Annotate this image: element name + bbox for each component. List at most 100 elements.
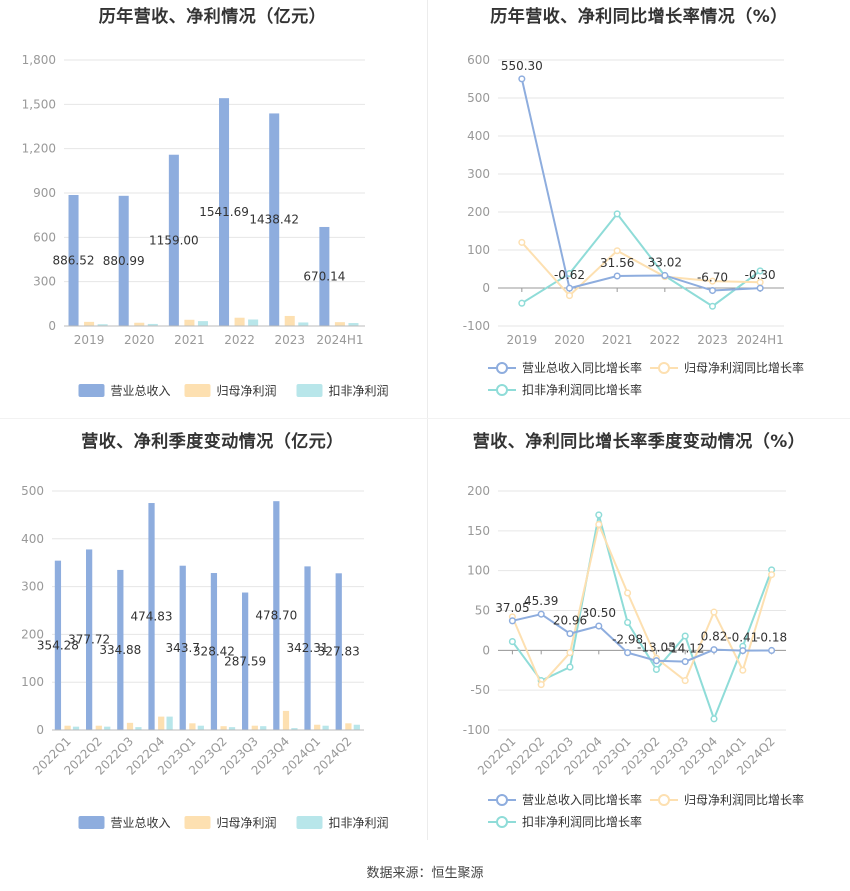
series-point-0 <box>518 75 526 83</box>
y-tick-label: 300 <box>21 580 44 594</box>
bar-1 <box>134 322 145 326</box>
series-point-0 <box>624 649 632 657</box>
series-point-1 <box>595 520 603 529</box>
legend-label: 营业总收入同比增长率 <box>522 792 642 807</box>
vertical-divider <box>427 0 428 840</box>
data-label: 342.31 <box>287 641 329 655</box>
y-tick-label: 0 <box>482 281 490 295</box>
series-point-2 <box>710 715 718 723</box>
legend-marker <box>496 816 508 828</box>
bar-0 <box>335 573 342 730</box>
legend-swatch <box>296 384 323 397</box>
bar-2 <box>260 726 267 730</box>
series-line-1 <box>521 241 761 298</box>
series-point-2 <box>708 302 717 310</box>
series-line-0 <box>512 613 772 663</box>
data-label: 478.70 <box>255 609 297 623</box>
series-point-0 <box>756 284 764 292</box>
data-label: 328.42 <box>193 645 235 659</box>
data-label: 20.96 <box>553 614 587 628</box>
horizontal-divider <box>0 418 850 419</box>
series-point-1 <box>537 681 545 689</box>
series-point-1 <box>739 666 747 674</box>
y-tick-label: -100 <box>463 723 490 737</box>
data-label: 474.83 <box>131 610 173 624</box>
legend-label: 营业总收入 <box>111 384 171 398</box>
legend-swatch <box>78 384 105 397</box>
series-point-0 <box>566 630 574 638</box>
data-label: 880.99 <box>103 254 145 268</box>
data-label: 30.50 <box>582 606 616 620</box>
legend-label: 归母净利润同比增长率 <box>684 360 804 375</box>
series-point-1 <box>708 277 717 285</box>
series-point-0 <box>595 622 603 630</box>
legend-swatch <box>78 816 105 829</box>
bar-2 <box>322 725 329 730</box>
series-point-1 <box>518 238 526 246</box>
bar-0 <box>304 566 311 730</box>
bar-2 <box>353 724 360 730</box>
series-point-2 <box>624 618 632 626</box>
quarterly-revenue-profit-panel: 营收、净利季度变动情况（亿元） 0 100 200 300 400 500 354.28 37… <box>0 425 425 845</box>
bar-0 <box>319 226 330 326</box>
series-point-0 <box>652 657 660 665</box>
bar-2 <box>197 321 208 326</box>
bar-1 <box>84 321 95 326</box>
data-label: -0.62 <box>554 268 585 282</box>
data-source: 数据来源：恒生聚源 <box>366 866 484 881</box>
x-tick-label: 2021 <box>174 333 205 347</box>
bar-1 <box>282 710 290 730</box>
data-label: -0.30 <box>745 268 776 282</box>
legend-marker <box>658 362 670 374</box>
bar-2 <box>97 324 108 326</box>
bar-1 <box>126 722 134 730</box>
data-label: -13.05 <box>637 641 676 655</box>
bar-2 <box>135 727 142 730</box>
bar-2 <box>348 323 359 326</box>
series-point-1 <box>768 571 776 579</box>
legend-label: 扣非净利润同比增长率 <box>522 814 642 829</box>
panel-title: 历年营收、净利情况（亿元） <box>98 7 327 27</box>
series-point-0 <box>708 286 717 295</box>
data-label: 0.82 <box>701 630 728 644</box>
legend-swatch <box>296 816 323 829</box>
legend-swatch <box>184 384 211 397</box>
bar-2 <box>197 725 204 730</box>
bar-2 <box>291 728 298 730</box>
y-tick-label: 500 <box>21 484 44 498</box>
y-tick-label: -100 <box>463 319 490 333</box>
series-point-1 <box>565 292 574 300</box>
series-point-2 <box>566 663 574 671</box>
legend-label: 扣非净利润 <box>329 384 389 398</box>
annual-revenue-profit-panel: 历年营收、净利情况（亿元） 0 300 600 900 1,200 1,500 1,800 8… <box>0 0 425 410</box>
bar-0 <box>118 195 129 326</box>
legend-marker <box>658 794 670 806</box>
data-label: 334.88 <box>99 643 141 657</box>
series-point-2 <box>508 638 516 646</box>
bar-1 <box>345 723 352 730</box>
bar-2 <box>72 726 80 730</box>
series-point-1 <box>624 589 632 597</box>
bar-0 <box>219 98 230 326</box>
x-tick-label: 2022 <box>224 333 255 347</box>
data-label: 354.28 <box>37 638 79 652</box>
y-tick-label: 0 <box>482 643 490 657</box>
series-line-1 <box>511 521 773 687</box>
data-label: 886.52 <box>53 253 95 267</box>
bar-2 <box>104 726 111 730</box>
data-label: 327.83 <box>318 645 360 659</box>
legend-marker <box>496 362 508 374</box>
y-tick-label: 300 <box>467 167 490 181</box>
series-point-0 <box>739 647 747 655</box>
x-tick-label: 2019 <box>74 333 105 347</box>
series-point-2 <box>613 210 621 218</box>
bar-0 <box>148 503 155 730</box>
panel-title: 历年营收、净利同比增长率情况（%） <box>490 7 788 27</box>
y-tick-label: 200 <box>467 484 490 498</box>
x-tick-label: 2022 <box>650 333 681 347</box>
bar-1 <box>158 716 165 730</box>
data-label: -14.12 <box>666 642 705 656</box>
series-line-0 <box>520 78 761 292</box>
series-point-0 <box>565 284 574 292</box>
